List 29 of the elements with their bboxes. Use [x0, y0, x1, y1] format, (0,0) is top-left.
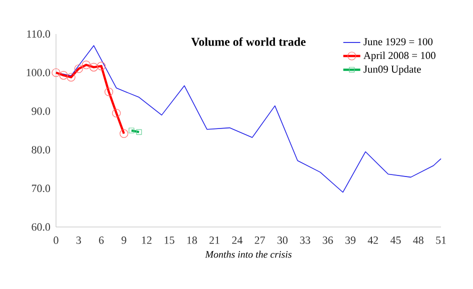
x-tick-label: 36 [322, 236, 333, 244]
y-tick-label: 100.0 [26, 68, 50, 76]
x-tick-label: 30 [278, 236, 288, 244]
x-tick-label: 0 [54, 236, 58, 244]
x-tick-label: 51 [436, 236, 446, 244]
x-tick-label: 3 [76, 236, 81, 244]
x-tick-label: 33 [300, 236, 310, 244]
x-tick-label: 39 [345, 236, 356, 244]
x-tick-label: 6 [99, 236, 104, 244]
y-tick-label: 90.0 [32, 107, 50, 115]
x-tick-label: 15 [164, 236, 174, 244]
x-axis-title: Months into the crisis [205, 250, 292, 258]
x-tick-label: 27 [254, 236, 265, 244]
legend-label: Jun09 Update [364, 65, 421, 75]
y-tick-label: 60.0 [32, 223, 50, 231]
x-tick-label: 9 [122, 236, 126, 244]
legend-label: June 1929 = 100 [364, 38, 433, 46]
x-tick-label: 45 [390, 236, 401, 244]
y-tick-label: 70.0 [32, 184, 50, 192]
chart-title: Volume of world trade [191, 37, 306, 46]
y-tick-label: 80.0 [32, 146, 50, 154]
legend-label: April 2008 = 100 [363, 52, 436, 62]
x-tick-label: 48 [413, 236, 424, 244]
x-tick-label: 24 [232, 236, 242, 244]
x-tick-label: 12 [142, 236, 152, 244]
x-tick-label: 42 [368, 236, 378, 244]
x-tick-label: 21 [210, 236, 220, 244]
x-tick-label: 18 [187, 236, 197, 244]
y-tick-label: 110.0 [27, 30, 50, 38]
